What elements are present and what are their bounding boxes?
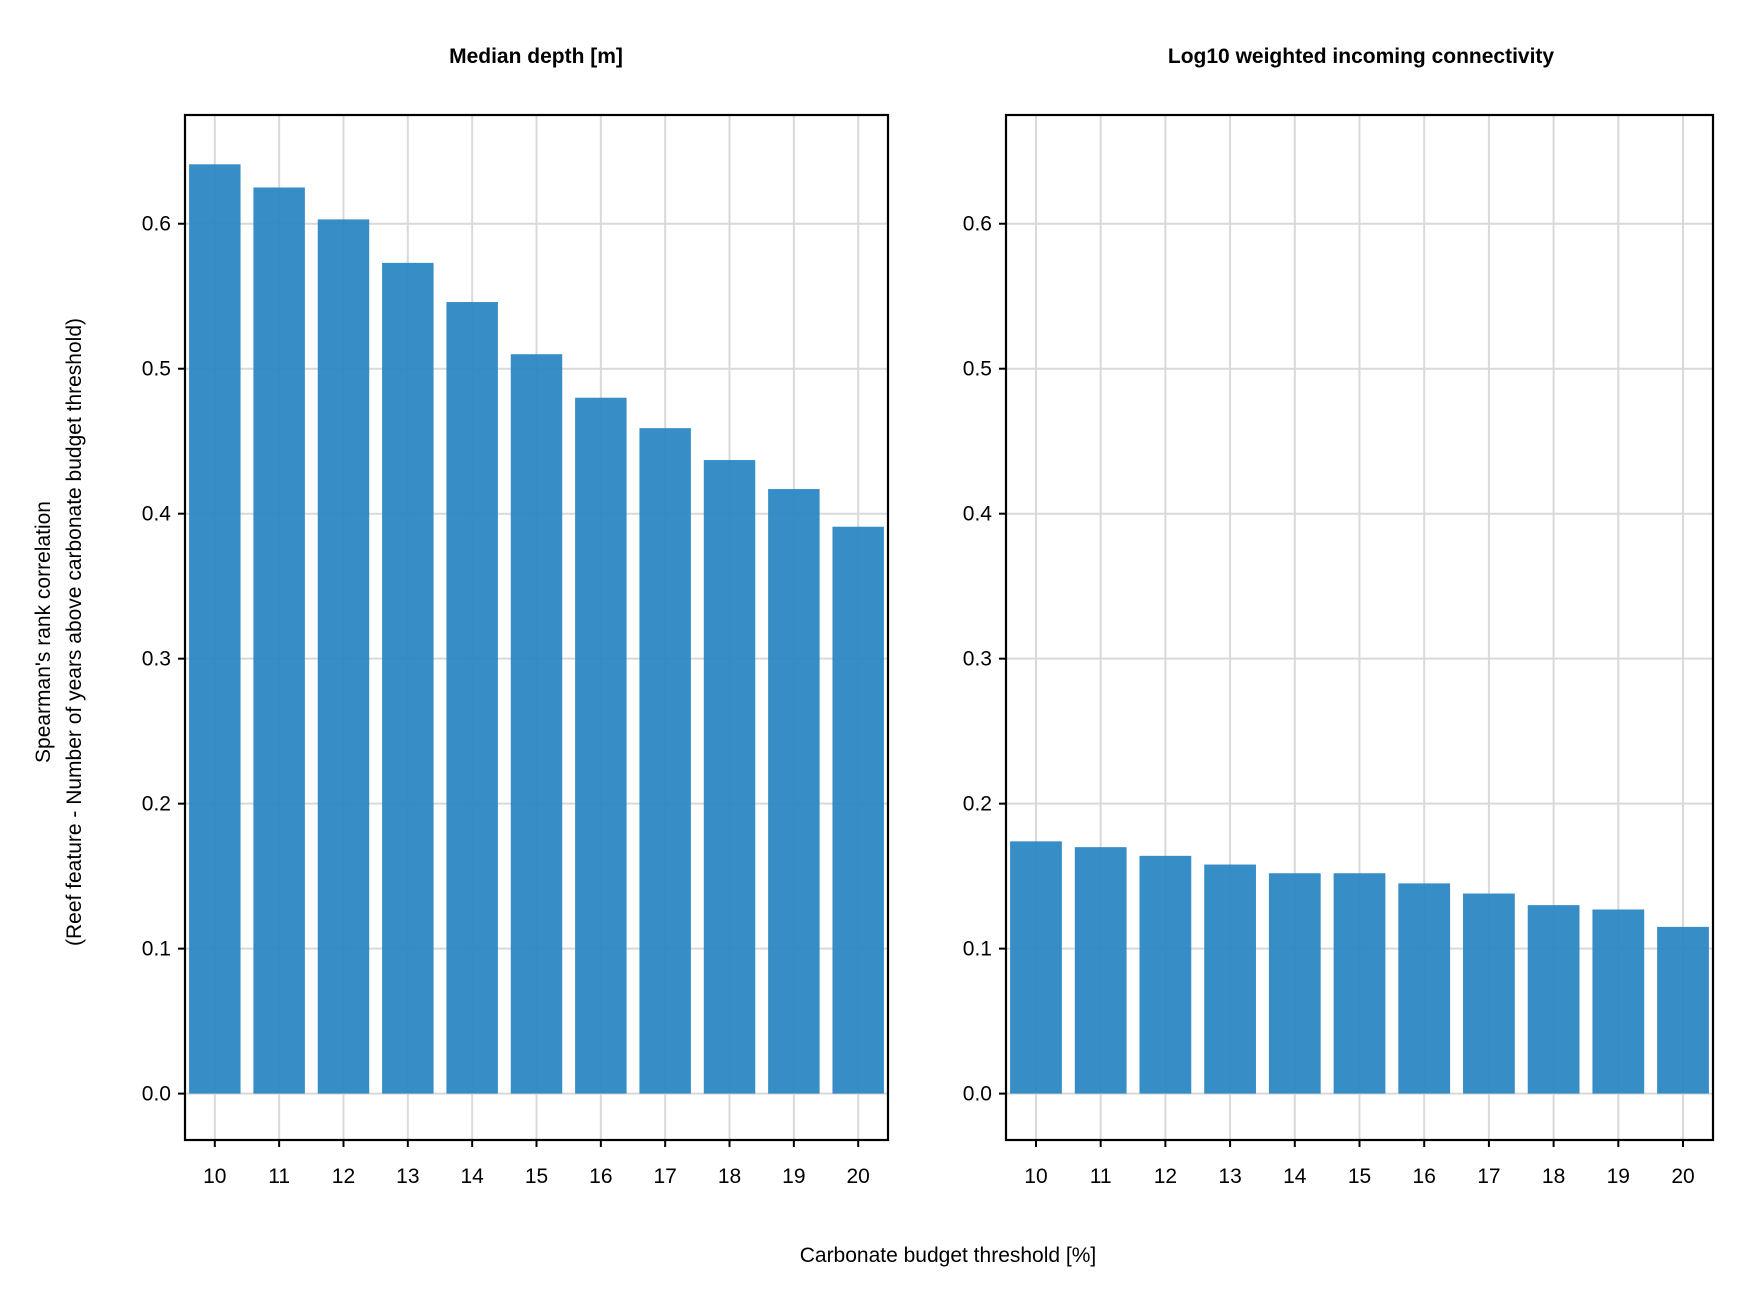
x-tick-label-17: 17 bbox=[653, 1165, 676, 1188]
y-tick-label-0.3: 0.3 bbox=[142, 648, 171, 671]
y-tick-label-0.0: 0.0 bbox=[963, 1083, 992, 1106]
x-tick-label-11: 11 bbox=[1090, 1165, 1112, 1188]
bar-13 bbox=[382, 262, 434, 1094]
x-tick-label-16: 16 bbox=[589, 1165, 612, 1188]
x-axis: 10 11 12 13 14 15 16 17 18 19 20 bbox=[1024, 1140, 1695, 1188]
x-tick-label-20: 20 bbox=[847, 1165, 870, 1188]
x-tick-label-12: 12 bbox=[332, 1165, 355, 1188]
left-panel-median-depth: Median depth [m] 0.0 0.1 0.2 0.3 0.4 0.5 0.6 10… bbox=[142, 45, 890, 1188]
bar-20 bbox=[832, 526, 884, 1094]
x-tick-label-15: 15 bbox=[1348, 1165, 1371, 1188]
bar-12 bbox=[317, 219, 370, 1094]
y-tick-label-0.5: 0.5 bbox=[142, 358, 171, 381]
x-tick-label-10: 10 bbox=[1024, 1165, 1047, 1188]
y-tick-label-0.6: 0.6 bbox=[142, 213, 171, 236]
x-tick-label-19: 19 bbox=[782, 1165, 805, 1188]
y-tick-label-0.0: 0.0 bbox=[142, 1083, 171, 1106]
y-tick-label-0.2: 0.2 bbox=[963, 793, 992, 816]
bars bbox=[1010, 841, 1709, 1094]
x-tick-label-12: 12 bbox=[1154, 1165, 1177, 1188]
bar-15 bbox=[510, 354, 563, 1094]
x-tick-label-10: 10 bbox=[203, 1165, 226, 1188]
x-tick-label-18: 18 bbox=[718, 1165, 741, 1188]
x-tick-label-17: 17 bbox=[1477, 1165, 1500, 1188]
x-tick-label-19: 19 bbox=[1607, 1165, 1630, 1188]
y-tick-label-0.1: 0.1 bbox=[963, 938, 992, 961]
x-tick-label-16: 16 bbox=[1413, 1165, 1436, 1188]
left-panel-title: Median depth [m] bbox=[449, 45, 623, 68]
bar-16 bbox=[1398, 883, 1451, 1094]
y-tick-label-0.4: 0.4 bbox=[142, 503, 172, 526]
bar-13 bbox=[1204, 864, 1256, 1094]
bar-19 bbox=[768, 489, 820, 1094]
bars bbox=[189, 164, 884, 1094]
y-tick-label-0.6: 0.6 bbox=[963, 213, 992, 236]
bar-15 bbox=[1333, 873, 1386, 1094]
x-tick-label-13: 13 bbox=[396, 1165, 419, 1188]
right-panel-title: Log10 weighted incoming connectivity bbox=[1168, 45, 1555, 68]
x-tick-label-13: 13 bbox=[1218, 1165, 1241, 1188]
bar-17 bbox=[1463, 893, 1515, 1094]
y-axis-label-line1: Spearman's rank correlation bbox=[32, 501, 55, 763]
y-axis: 0.0 0.1 0.2 0.3 0.4 0.5 0.6 bbox=[963, 213, 1006, 1106]
x-tick-label-11: 11 bbox=[268, 1165, 290, 1188]
x-tick-label-15: 15 bbox=[525, 1165, 548, 1188]
bar-10 bbox=[1010, 841, 1062, 1094]
y-tick-label-0.2: 0.2 bbox=[142, 793, 171, 816]
bar-12 bbox=[1139, 855, 1192, 1094]
bar-18 bbox=[703, 460, 756, 1094]
bar-17 bbox=[639, 428, 691, 1094]
y-tick-label-0.4: 0.4 bbox=[963, 503, 993, 526]
x-tick-label-14: 14 bbox=[460, 1165, 484, 1188]
x-axis: 10 11 12 13 14 15 16 17 18 19 20 bbox=[203, 1140, 870, 1188]
bar-11 bbox=[253, 187, 305, 1094]
x-axis-label: Carbonate budget threshold [%] bbox=[800, 1244, 1097, 1267]
bar-16 bbox=[575, 397, 627, 1094]
bar-20 bbox=[1657, 926, 1709, 1094]
bar-11 bbox=[1074, 847, 1127, 1094]
y-axis-label: Spearman's rank correlation (Reef featur… bbox=[32, 318, 86, 946]
x-tick-label-14: 14 bbox=[1283, 1165, 1307, 1188]
bar-14 bbox=[1268, 873, 1321, 1094]
right-panel-connectivity: Log10 weighted incoming connectivity 0.0… bbox=[963, 45, 1715, 1188]
bar-14 bbox=[446, 302, 498, 1094]
y-tick-label-0.1: 0.1 bbox=[142, 938, 171, 961]
bar-10 bbox=[189, 164, 241, 1094]
y-axis: 0.0 0.1 0.2 0.3 0.4 0.5 0.6 bbox=[142, 213, 185, 1106]
x-tick-label-18: 18 bbox=[1542, 1165, 1565, 1188]
y-axis-label-line2: (Reef feature - Number of years above ca… bbox=[63, 318, 86, 946]
y-tick-label-0.5: 0.5 bbox=[963, 358, 992, 381]
bar-19 bbox=[1592, 909, 1645, 1094]
x-tick-label-20: 20 bbox=[1671, 1165, 1694, 1188]
y-tick-label-0.3: 0.3 bbox=[963, 648, 992, 671]
bar-18 bbox=[1527, 905, 1580, 1094]
